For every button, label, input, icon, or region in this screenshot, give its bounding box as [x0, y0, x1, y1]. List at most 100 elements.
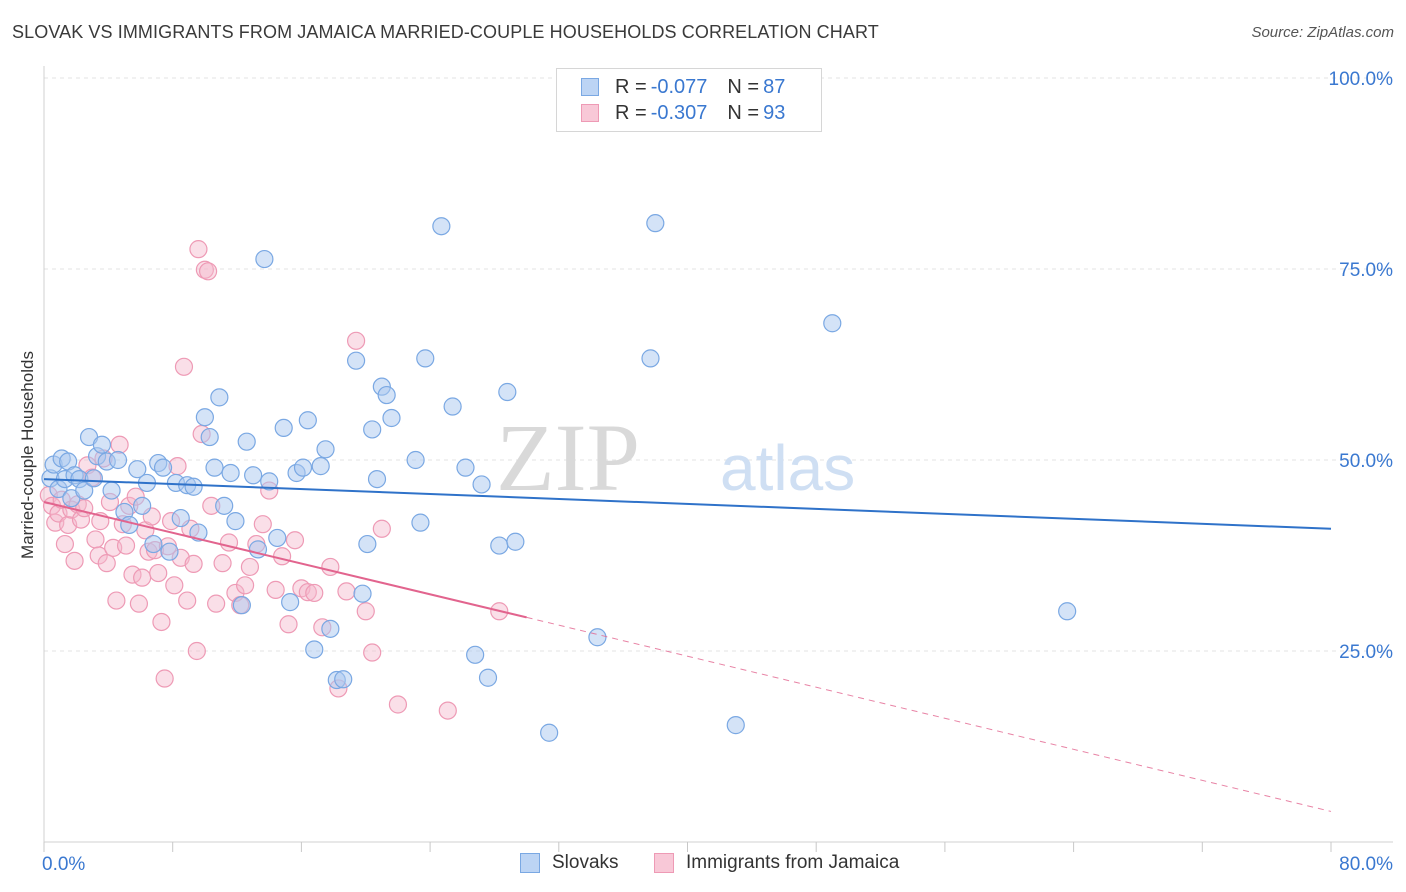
data-point-slovaks: [84, 469, 103, 488]
data-point-slovaks: [195, 408, 214, 427]
data-point-slovaks: [232, 596, 251, 615]
data-point-slovaks: [432, 217, 451, 236]
data-point-slovaks: [472, 475, 491, 494]
legend-n-label: N =: [727, 101, 760, 124]
data-point-jamaica: [213, 554, 232, 573]
data-point-slovaks: [305, 640, 324, 659]
data-point-slovaks: [316, 440, 335, 459]
data-point-slovaks: [443, 397, 462, 416]
legend-r-label: R =: [615, 75, 647, 98]
source-label: Source: ZipAtlas.com: [1251, 24, 1394, 41]
data-point-slovaks: [321, 619, 340, 638]
data-point-slovaks: [128, 460, 147, 479]
data-point-slovaks: [108, 450, 128, 470]
data-point-slovaks: [260, 472, 279, 491]
legend-item-label: Immigrants from Jamaica: [686, 852, 900, 873]
data-point-jamaica: [97, 554, 116, 573]
data-point-slovaks: [75, 481, 94, 500]
trend-line-slovaks: [43, 478, 1332, 530]
data-point-slovaks: [641, 349, 660, 368]
legend-n-value: 87: [763, 75, 786, 98]
trend-line-jamaica-extension: [526, 616, 1332, 812]
data-point-slovaks: [363, 420, 382, 439]
legend-item-label: Slovaks: [552, 852, 619, 873]
data-point-slovaks: [1058, 602, 1077, 621]
data-point-jamaica: [86, 530, 105, 549]
legend-swatch-blue: [581, 78, 599, 96]
legend-item-slovaks[interactable]: Slovaks: [520, 852, 619, 874]
y-tick-label: 75.0%: [1339, 260, 1393, 281]
data-point-jamaica: [305, 583, 324, 603]
chart-title: SLOVAK VS IMMIGRANTS FROM JAMAICA MARRIE…: [12, 22, 879, 42]
data-point-slovaks: [153, 458, 173, 477]
data-point-slovaks: [588, 628, 607, 647]
data-point-jamaica: [174, 357, 194, 376]
data-point-jamaica: [240, 557, 260, 577]
data-point-jamaica: [266, 580, 285, 599]
watermark-zip: ZIP: [496, 404, 640, 511]
data-point-slovaks: [281, 593, 300, 612]
data-point-jamaica: [189, 240, 208, 259]
y-tick-label: 100.0%: [1329, 69, 1394, 90]
data-point-jamaica: [253, 515, 272, 534]
data-point-slovaks: [406, 450, 425, 470]
data-point-jamaica: [184, 554, 203, 574]
data-point-slovaks: [726, 716, 745, 735]
data-point-jamaica: [152, 612, 171, 632]
legend-item-jamaica[interactable]: Immigrants from Jamaica: [654, 852, 899, 874]
data-point-slovaks: [274, 418, 293, 438]
data-point-slovaks: [268, 528, 287, 548]
data-point-slovaks: [215, 496, 234, 515]
legend-r-value: -0.307: [650, 101, 708, 124]
data-point-slovaks: [367, 470, 387, 489]
x-tick-label: 0.0%: [42, 854, 85, 875]
x-tick-label: 80.0%: [1339, 854, 1393, 875]
data-point-jamaica: [55, 534, 75, 554]
data-point-slovaks: [646, 214, 665, 233]
data-point-jamaica: [107, 591, 126, 610]
data-point-slovaks: [226, 512, 245, 531]
data-point-jamaica: [149, 563, 168, 583]
data-point-jamaica: [116, 536, 136, 555]
legend-swatch-blue: [520, 853, 540, 873]
data-point-slovaks: [311, 457, 330, 476]
data-point-slovaks: [255, 249, 274, 269]
y-tick-label: 25.0%: [1339, 642, 1393, 663]
data-point-jamaica: [279, 615, 298, 634]
series-legend: Slovaks Immigrants from Jamaica: [0, 852, 1406, 876]
data-point-slovaks: [200, 427, 219, 447]
legend-row-slovaks: R = -0.077 N = 87: [581, 75, 785, 99]
data-point-slovaks: [189, 523, 208, 542]
data-point-slovaks: [411, 513, 430, 532]
data-point-jamaica: [207, 594, 226, 613]
data-point-jamaica: [356, 602, 375, 621]
data-point-slovaks: [210, 388, 229, 407]
data-point-slovaks: [377, 385, 396, 405]
legend-row-jamaica: R = -0.307 N = 93: [581, 101, 785, 125]
data-point-slovaks: [205, 458, 224, 477]
data-point-slovaks: [498, 382, 517, 402]
data-point-slovaks: [490, 536, 509, 555]
data-point-jamaica: [178, 591, 197, 610]
data-point-jamaica: [363, 643, 382, 662]
data-point-slovaks: [298, 411, 317, 430]
data-point-jamaica: [346, 331, 366, 350]
watermark-atlas: atlas: [720, 432, 855, 504]
data-point-slovaks: [184, 477, 203, 496]
legend-r-value: -0.077: [650, 75, 708, 98]
data-point-slovaks: [353, 584, 372, 603]
data-point-slovaks: [102, 481, 121, 500]
data-point-slovaks: [416, 349, 435, 368]
data-point-slovaks: [506, 532, 525, 551]
legend-n-label: N =: [727, 75, 760, 98]
legend-r-label: R =: [615, 101, 647, 124]
data-point-jamaica: [110, 435, 129, 454]
data-point-slovaks: [293, 458, 313, 477]
data-point-slovaks: [540, 723, 559, 742]
data-point-slovaks: [133, 496, 152, 515]
trend-lines: [43, 478, 1332, 812]
legend-swatch-pink: [654, 853, 674, 873]
data-point-jamaica: [155, 669, 174, 688]
data-point-jamaica: [388, 695, 408, 714]
